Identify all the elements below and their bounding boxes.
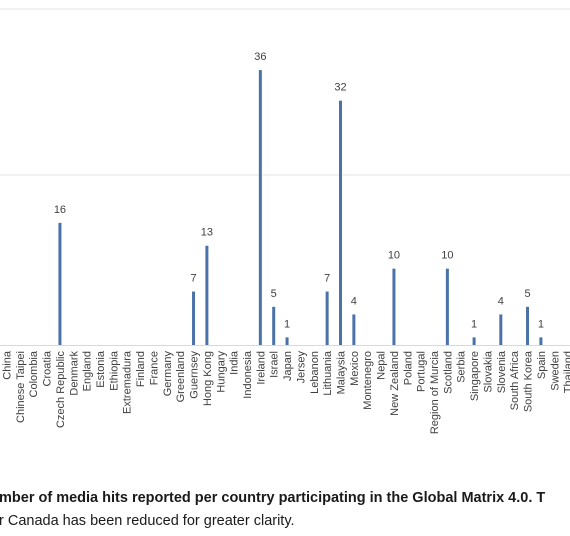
tick-label: Hungary <box>215 351 227 393</box>
data-label: 36 <box>254 51 266 63</box>
bar-ireland <box>258 70 262 345</box>
tick-label: France <box>148 351 160 385</box>
grid-lines <box>0 8 570 346</box>
data-label: 10 <box>388 250 400 262</box>
tick-label: Slovenia <box>496 350 508 393</box>
tick-label: New Zealand <box>389 351 401 416</box>
data-label: 7 <box>190 273 196 285</box>
data-labels: 16 7 13 36 5 1 7 32 4 10 10 1 4 5 1 <box>54 51 544 330</box>
bar-scotland <box>445 268 449 345</box>
bar-malaysia <box>339 100 342 345</box>
figure-caption: mber of media hits reported per country … <box>0 487 570 533</box>
tick-label: China <box>2 350 14 380</box>
data-label: 32 <box>334 82 346 94</box>
data-label: 7 <box>324 273 330 285</box>
data-label: 1 <box>538 318 544 330</box>
tick-label: Region of Murcia <box>429 350 441 434</box>
bar-israel <box>272 306 276 345</box>
tick-label: Lebanon <box>309 351 321 394</box>
bar-guernsey <box>192 291 196 345</box>
caption-line-2: r Canada has been reduced for greater cl… <box>0 513 295 529</box>
tick-label: Portugal <box>416 351 428 392</box>
tick-label: Germany <box>162 351 174 397</box>
tick-label: Ethiopia <box>108 350 120 391</box>
tick-label: Scotland <box>442 351 454 394</box>
tick-label: Ireland <box>255 351 267 385</box>
data-label: 4 <box>498 295 504 307</box>
bar-new-zealand <box>392 268 396 345</box>
bar-singapore <box>472 337 476 345</box>
tick-label: Chinese Taipei <box>15 351 27 423</box>
tick-label: South Africa <box>509 350 521 410</box>
tick-label: England <box>82 351 94 391</box>
data-label: 13 <box>201 227 213 239</box>
bar-spain <box>539 337 543 345</box>
data-label: 4 <box>351 295 357 307</box>
tick-label: India <box>229 350 241 375</box>
bar-hong-kong <box>205 245 209 345</box>
tick-label: Extremadura <box>122 350 134 414</box>
bar-south-korea <box>526 306 530 345</box>
tick-label: Jersey <box>295 351 307 384</box>
tick-label: Finland <box>135 351 147 387</box>
tick-label: Denmark <box>68 351 80 396</box>
tick-label: Guernsey <box>189 351 201 399</box>
tick-label: Montenegro <box>362 351 374 410</box>
tick-label: Mexico <box>349 351 361 386</box>
tick-label: Singapore <box>469 351 481 401</box>
bar-chart: 16 7 13 36 5 1 7 32 4 10 10 1 4 5 1 China Chinese Taipe… <box>0 8 570 434</box>
tick-label: South Korea <box>523 350 535 412</box>
tick-label: Malaysia <box>336 350 348 394</box>
caption-line-1: mber of media hits reported per country … <box>0 490 546 506</box>
tick-label: Thailand <box>563 351 570 393</box>
tick-label: Serbia <box>456 350 468 383</box>
tick-label: Indonesia <box>242 350 254 399</box>
tick-label: Sweden <box>549 351 561 391</box>
tick-label: Estonia <box>95 350 107 388</box>
data-label: 16 <box>54 204 66 216</box>
bars <box>58 70 543 345</box>
tick-label: Spain <box>536 351 548 379</box>
tick-label: Colombia <box>28 350 40 397</box>
bar-japan <box>285 337 289 345</box>
tick-label: Hong Kong <box>202 351 214 406</box>
data-label: 5 <box>271 288 277 300</box>
tick-label: Israel <box>269 351 281 378</box>
tick-label: Japan <box>282 351 294 381</box>
data-label: 5 <box>524 288 530 300</box>
tick-label: Nepal <box>376 351 388 380</box>
data-label: 1 <box>284 318 290 330</box>
data-label: 10 <box>441 250 453 262</box>
bar-slovenia <box>499 314 503 345</box>
tick-label: Slovakia <box>482 350 494 392</box>
category-tick-labels: China Chinese Taipei Colombia Croatia Czech … <box>2 350 570 434</box>
tick-label: Czech Republic <box>55 351 67 429</box>
tick-label: Croatia <box>42 350 54 386</box>
tick-label: Poland <box>402 351 414 385</box>
bar-czech-republic <box>58 222 62 345</box>
tick-label: Greenland <box>175 351 187 402</box>
bar-lithuania <box>325 291 329 345</box>
tick-label: Lithuania <box>322 350 334 396</box>
bar-mexico <box>352 314 356 345</box>
data-label: 1 <box>471 318 477 330</box>
